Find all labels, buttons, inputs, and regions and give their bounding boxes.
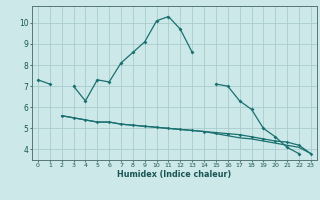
X-axis label: Humidex (Indice chaleur): Humidex (Indice chaleur) — [117, 170, 232, 179]
